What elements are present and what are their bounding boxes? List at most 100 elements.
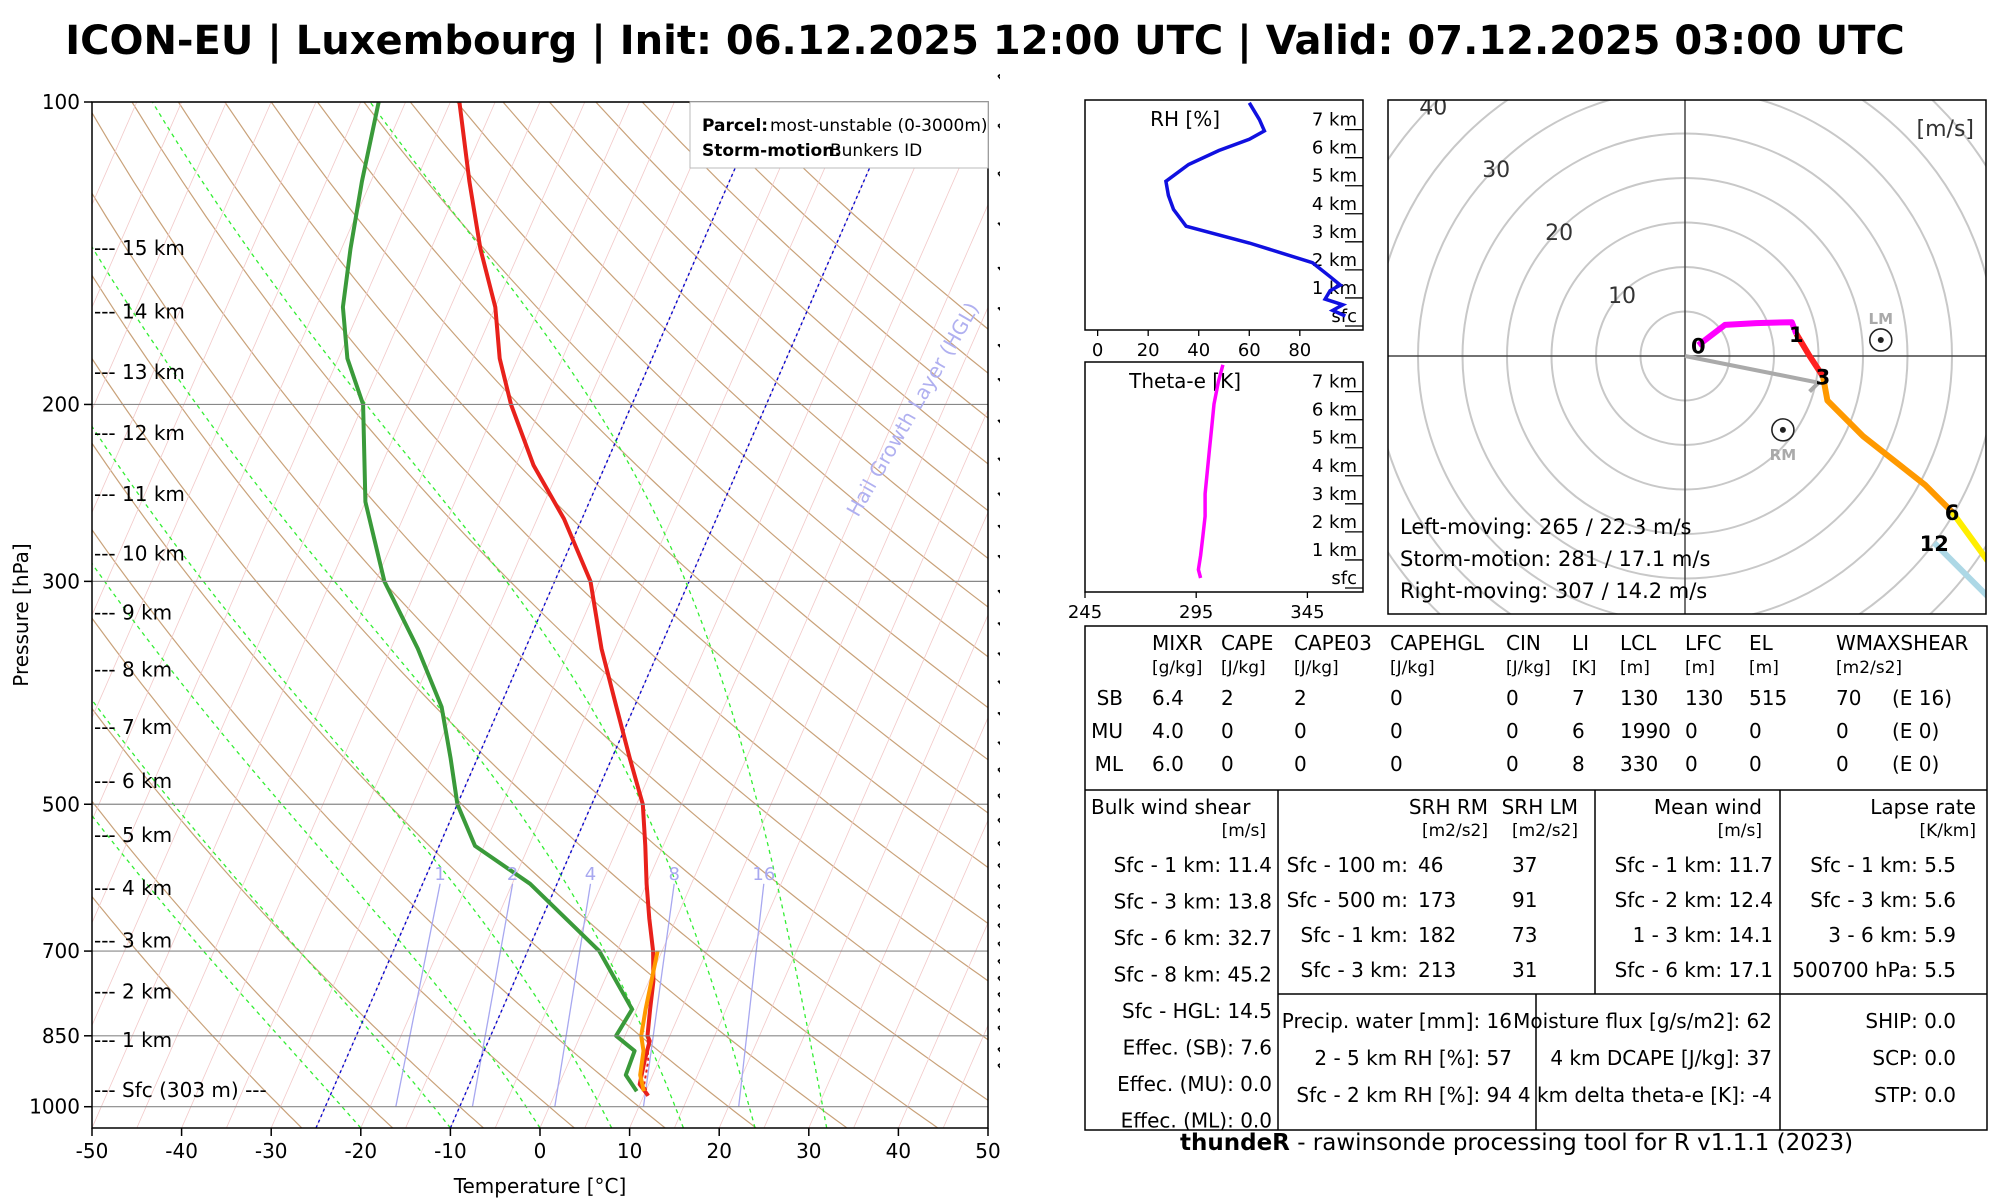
moist-adiabat (92, 698, 451, 1128)
height-label: --- 9 km (94, 601, 172, 625)
mixing-ratio-label: 2 (507, 864, 518, 885)
rh-profile-x-tick-label: 80 (1288, 340, 1311, 361)
parcel-cell: (E 16) (1892, 686, 1952, 710)
wind-barb (997, 524, 1000, 529)
dry-adiabat (224, 102, 988, 869)
x-tick-label: 10 (617, 1139, 642, 1163)
parcel-cell: 1990 (1620, 719, 1671, 743)
series-wet-bulb (638, 950, 660, 1092)
isotherm (92, 102, 317, 616)
height-label: --- 10 km (94, 541, 185, 565)
dry-adiabat (92, 442, 757, 1128)
bulk-shear-row: Sfc - 6 km: 32.7 (1114, 926, 1272, 950)
y-tick-label: 850 (42, 1024, 80, 1048)
mixing-ratio-label: 8 (668, 864, 679, 885)
isotherm (763, 614, 988, 1128)
rh-profile-height-label: 2 km (1312, 250, 1357, 271)
rh-profile-height-label: 3 km (1312, 222, 1357, 243)
dry-adiabat (502, 102, 988, 560)
wind-barb (997, 266, 1000, 271)
theta-e-profile-frame (1084, 361, 1364, 593)
isotherm (181, 102, 630, 1128)
wind-barb-pennant (998, 741, 1000, 745)
isotherm (136, 102, 586, 1128)
y-tick-label: 700 (42, 939, 80, 963)
height-label: --- 15 km (94, 236, 185, 260)
srh-lm-unit: [m2/s2] (1512, 821, 1578, 841)
wind-barb-pennant (998, 419, 1000, 423)
height-label: --- 3 km (94, 929, 172, 953)
hodograph-height-label: 3 (1816, 365, 1831, 389)
dry-adiabat (409, 102, 988, 658)
hodograph-height-label: 12 (1920, 532, 1949, 556)
srh-rm-unit: [m2/s2] (1422, 821, 1488, 841)
wind-barb (997, 622, 1000, 626)
composite-index-row: STP: 0.0 (1874, 1083, 1956, 1107)
isotherm (584, 203, 988, 1128)
hodograph-segment (1820, 375, 1955, 514)
parcel-cell: 0 (1221, 752, 1234, 776)
parcel-cell: 0 (1749, 752, 1762, 776)
dry-adiabat (177, 102, 988, 925)
height-label: --- 1 km (94, 1028, 172, 1052)
wind-barb (997, 711, 1000, 716)
parcel-cell: MU (1091, 719, 1123, 743)
wind-barb (997, 680, 1000, 685)
parcel-col-unit: [m] (1749, 658, 1779, 678)
isotherm (92, 102, 227, 411)
rh-profile-x-tick-label: 20 (1137, 340, 1160, 361)
lapse-rate-unit: [K/km] (1919, 821, 1976, 841)
hodograph-ring-label: 20 (1545, 221, 1573, 246)
height-label: --- 11 km (94, 482, 185, 506)
srh-rm-value: 182 (1418, 923, 1456, 947)
isotherm (92, 102, 182, 309)
height-label: --- 13 km (94, 360, 185, 384)
moisture-row: 2 - 5 km RH [%]: 57 (1314, 1046, 1512, 1070)
theta-e-profile-height-label: 4 km (1312, 456, 1357, 477)
y-tick-label: 1000 (29, 1095, 80, 1119)
srh-rm-value: 173 (1418, 888, 1456, 912)
parcel-col-unit: [m] (1620, 658, 1650, 678)
bulk-shear-row: Effec. (MU): 0.0 (1117, 1072, 1272, 1096)
isotherm (808, 716, 988, 1128)
storm-motion-label: RM (1770, 446, 1796, 464)
parcel-cell: 515 (1749, 686, 1787, 710)
mixing-ratio-label: 1 (434, 864, 445, 885)
dry-adiabat (92, 192, 988, 1102)
parcel-cell: 4.0 (1152, 719, 1184, 743)
parcel-col-header: MIXR (1152, 631, 1203, 655)
theta-e-profile-height-label: 1 km (1312, 540, 1357, 561)
rh-profile-height-label: 4 km (1312, 194, 1357, 215)
isotherm (853, 819, 988, 1128)
bulk-shear-row: Sfc - 1 km: 11.4 (1114, 853, 1272, 877)
mixing-ratio-line (642, 883, 675, 1107)
hodograph-height-label: 6 (1945, 501, 1960, 525)
isotherm (898, 921, 988, 1128)
srh-rm-header: SRH RM (1409, 795, 1488, 819)
mixing-ratio-line (554, 883, 592, 1107)
parcel-cell: (E 0) (1892, 719, 1939, 743)
series-dewpoint (340, 102, 639, 1093)
parcel-cell: 130 (1685, 686, 1723, 710)
wind-barb (997, 741, 1000, 746)
isotherm (494, 102, 944, 1128)
wind-barb (997, 306, 1000, 311)
wind-barb-pennant (998, 589, 1000, 593)
parcel-cell: 2 (1221, 686, 1234, 710)
parcel-col-header: WMAXSHEAR (1836, 631, 1968, 655)
rh-profile-line (1163, 101, 1348, 318)
x-tick-label: -50 (76, 1139, 109, 1163)
dry-adiabat (92, 528, 666, 1128)
mixing-ratio-label: 4 (585, 864, 596, 885)
parcel-col-header: CIN (1506, 631, 1541, 655)
composite-index-row: SCP: 0.0 (1872, 1046, 1956, 1070)
height-label: --- 4 km (94, 876, 172, 900)
lapse-rate-row: Sfc - 3 km: 5.6 (1810, 888, 1956, 912)
height-label: --- 8 km (94, 658, 172, 682)
x-tick-label: 20 (706, 1139, 731, 1163)
bulk-shear-row: Effec. (SB): 7.6 (1123, 1036, 1272, 1060)
parcel-col-header: LFC (1685, 631, 1722, 655)
footer-credit: thundeR - rawinsonde processing tool for… (1180, 1130, 1853, 1156)
dry-adiabat (317, 102, 988, 761)
mixing-ratio-line (738, 883, 765, 1107)
